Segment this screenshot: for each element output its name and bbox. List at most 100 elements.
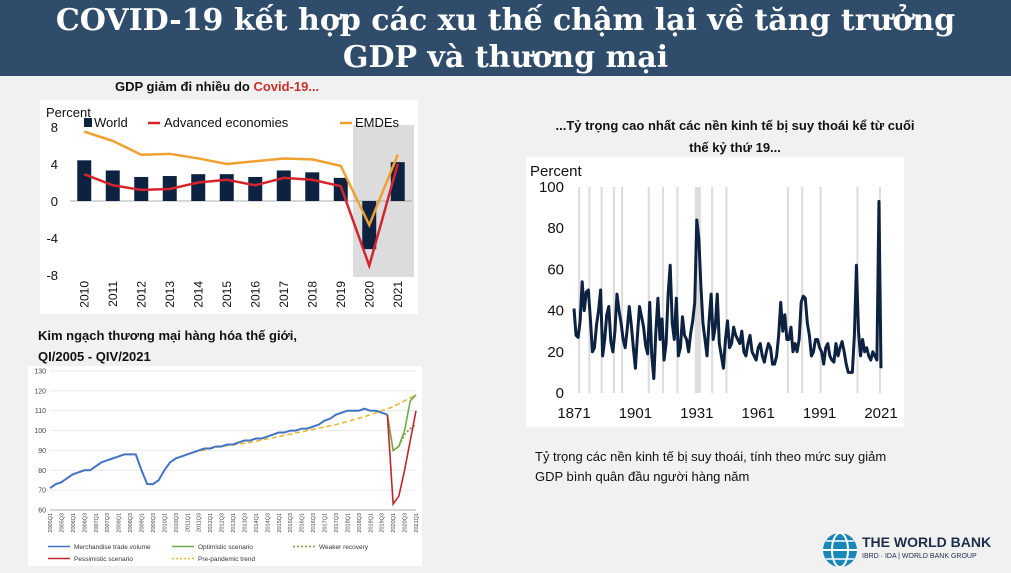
x-tick-label: 2020 [362,281,376,308]
x-tick-label: 2006Q1 [71,513,77,533]
x-tick-label: 2015Q3 [288,513,294,533]
line-weaker-recovery [386,414,417,452]
x-tick-label: 2021Q1 [414,513,420,533]
title-bar: COVID-19 kết hợp các xu thế chậm lại về … [0,0,1011,76]
x-tick-label: 2020Q3 [403,513,409,533]
recession-band [578,187,581,393]
recession-share-line [572,199,883,381]
x-tick-label: 2014Q3 [265,513,271,533]
slide-title-line1: COVID-19 kết hợp các xu thế chậm lại về … [55,3,956,38]
legend-label: Optimistic scenario [198,544,253,551]
x-tick-label: 2016Q1 [300,513,306,533]
recession-band [711,187,714,393]
bar-world [305,172,320,201]
gdp-chart-panel: Percent 8 4 0 -4 -8 2010 2011 2012 2013 2014 2015 20… [40,100,418,314]
bar-world [191,174,206,201]
y-tick-label: 20 [547,344,564,361]
y-tick-label: 4 [51,157,58,172]
x-tick-label: 2007Q1 [94,513,100,533]
y-tick-label: 60 [38,508,46,515]
x-tick-label: 2012 [134,281,148,308]
x-tick-label: 2016Q3 [311,513,317,533]
x-tick-label: 2013Q1 [231,513,237,533]
gdp-chart-heading: GDP giảm đi nhiều do Covid-19... [115,79,320,94]
legend-label: Pessimistic scenario [74,556,133,563]
x-tick-label: 2019 [334,281,348,308]
x-tick-label: 2020Q1 [391,513,397,533]
recession-band [676,187,679,393]
y-tick-label: 70 [38,488,46,495]
y-tick-label: 8 [51,120,58,135]
x-tick-label: 2013 [163,281,177,308]
legend-swatch-world [84,118,92,127]
recession-band [725,187,728,393]
bar-world [77,160,92,201]
y-tick-label: 60 [547,261,564,278]
line-emdes [83,130,399,229]
recession-chart-panel: Percent 100 80 60 40 20 0 1871 1901 1931 1961 1991 2… [526,157,904,427]
line-pre-pandemic-trend [192,394,417,454]
y-tick-label: 130 [34,369,46,376]
y-tick-label: 110 [35,408,46,415]
y-tick-label: 100 [34,428,46,435]
x-tick-label: 2014Q1 [254,513,260,533]
bar-world [276,170,291,201]
x-tick-label: 1961 [742,405,775,422]
x-tick-label: 2008Q1 [117,513,123,533]
y-axis-label: Percent [530,163,583,180]
legend-label-emdes: EMDEs [355,115,400,130]
x-tick-label: 2017Q1 [323,513,329,533]
y-tick-label: 80 [38,468,46,475]
x-tick-label: 2009Q1 [140,513,146,533]
x-tick-label: 2019Q3 [380,513,386,533]
recession-band [801,187,804,393]
logo-sub: IBRD · IDA | WORLD BANK GROUP [862,553,977,560]
x-tick-label: 2008Q3 [128,513,134,533]
line-pessimistic-scenario [386,410,417,507]
y-tick-label: 0 [556,385,564,402]
y-tick-label: 90 [38,448,46,455]
x-tick-label: 2018Q3 [357,513,363,533]
x-tick-label: 2017Q3 [334,513,340,533]
recession-band [662,187,665,393]
recession-band [786,187,789,393]
x-tick-label: 2010 [77,281,91,308]
line-advanced-economies [83,163,399,270]
y-tick-label: -4 [46,231,58,246]
x-tick-label: 2006Q3 [82,513,88,533]
y-tick-label: 0 [51,194,58,209]
recession-band [612,187,615,393]
x-tick-label: 2016 [248,281,262,308]
x-tick-label: 2010Q1 [162,513,168,533]
x-tick-label: 2021 [391,281,405,308]
x-tick-label: 2021 [864,405,897,422]
x-tick-label: 2007Q3 [105,513,111,533]
logo-name: THE WORLD BANK [862,534,992,550]
x-tick-label: 2012Q1 [208,513,214,533]
x-tick-label: 2005Q3 [59,513,65,533]
x-tick-label: 2014 [191,281,205,308]
y-tick-label: 40 [547,303,564,320]
x-tick-label: 2011Q1 [185,513,191,532]
x-tick-label: 2009Q3 [151,513,157,533]
legend-label-advanced: Advanced economies [164,115,289,130]
x-tick-label: 2019Q1 [368,513,374,533]
x-tick-label: 1871 [557,405,590,422]
bar-world [248,176,263,201]
x-tick-label: 2011Q3 [197,513,203,532]
recession-band [647,187,650,393]
x-tick-label: 1901 [619,405,652,422]
bar-world [219,174,234,201]
y-tick-label: 120 [34,388,46,395]
x-tick-label: 2015 [220,281,234,308]
x-tick-label: 1991 [803,405,836,422]
legend-label-world: World [94,115,128,130]
x-tick-label: 2018 [305,281,319,308]
recession-band [819,187,822,393]
recession-band [694,187,701,393]
world-bank-logo: THE WORLD BANK IBRD · IDA | WORLD BANK G… [820,530,1010,570]
x-tick-label: 2012Q3 [220,513,226,533]
